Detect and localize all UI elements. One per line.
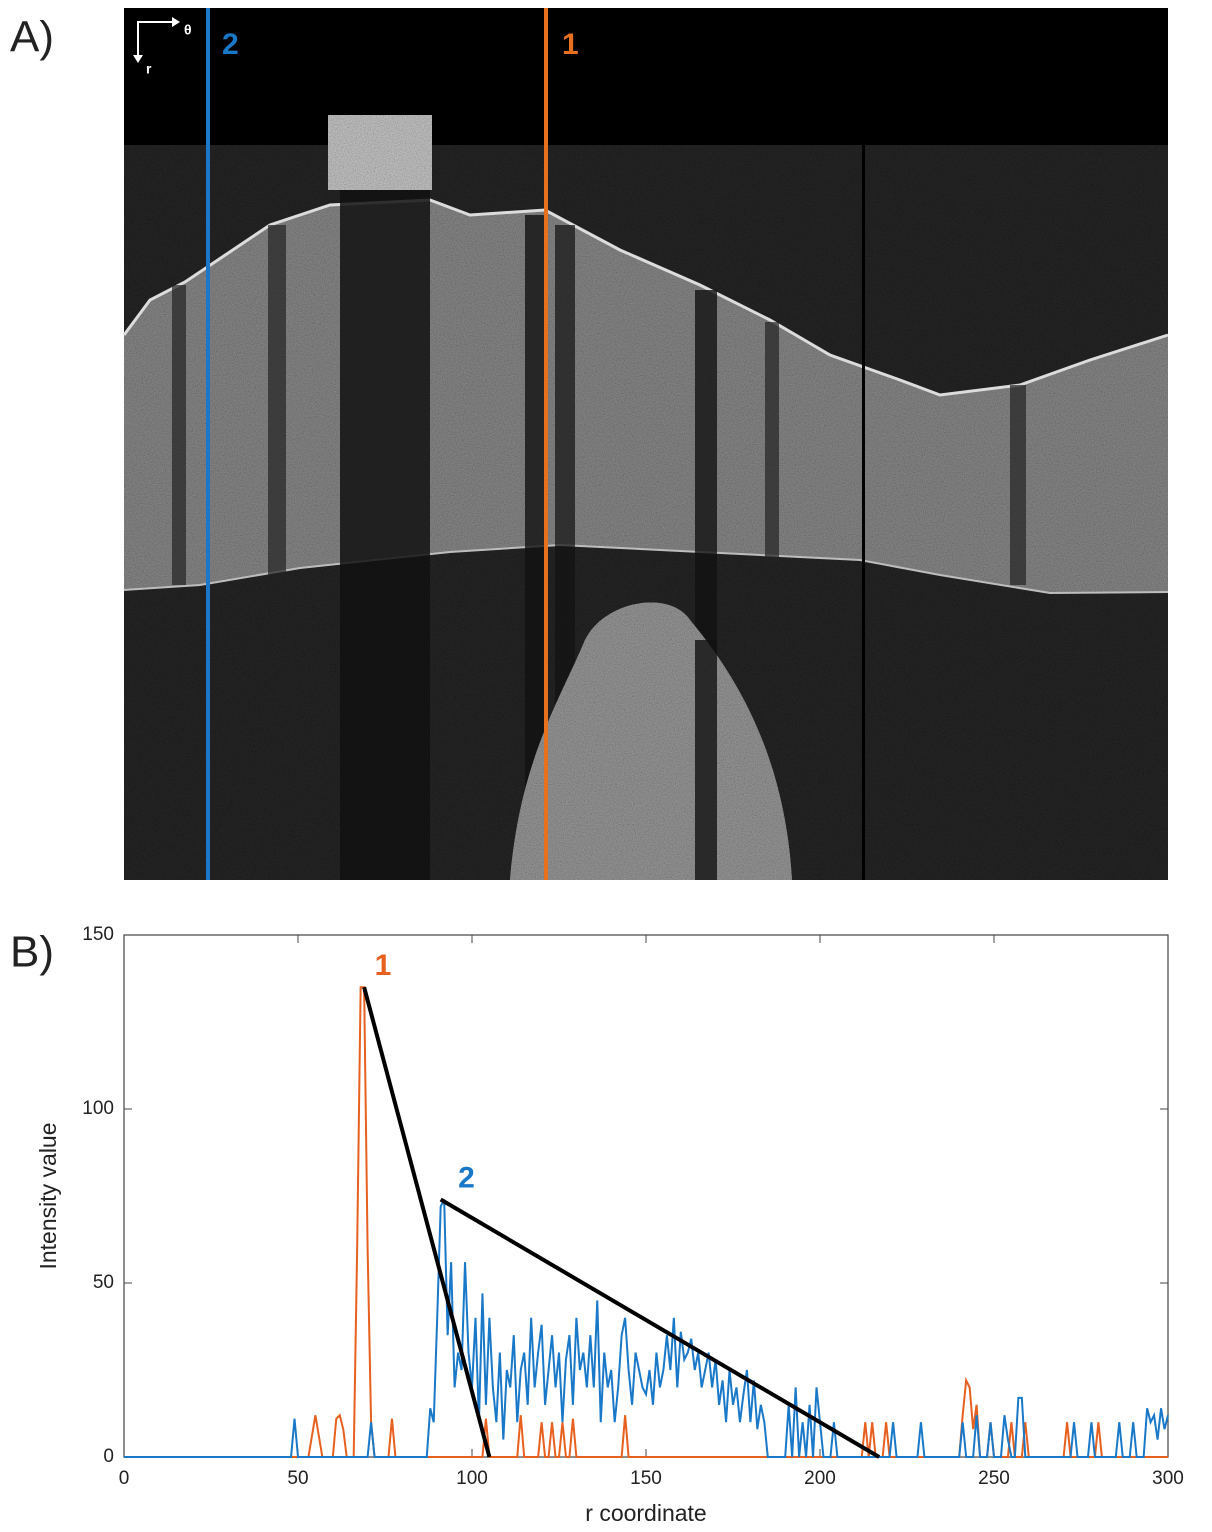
oct-image (122, 8, 1169, 880)
series-label: 1 (375, 949, 392, 982)
x-tick-label: 250 (978, 1468, 1010, 1489)
x-tick-label: 100 (456, 1468, 488, 1489)
axis-r: r (146, 61, 152, 77)
x-tick-label: 50 (287, 1468, 308, 1489)
series-label: 2 (458, 1161, 475, 1194)
y-axis-label: Intensity value (35, 1122, 61, 1269)
x-axis-label: r coordinate (585, 1500, 706, 1526)
trend-line (439, 1197, 881, 1459)
y-tick-label: 50 (93, 1272, 114, 1293)
y-tick-label: 0 (103, 1446, 114, 1467)
profile-label: 1 (562, 28, 579, 61)
axis-theta: θ (184, 22, 192, 38)
x-tick-label: 200 (804, 1468, 836, 1489)
trend-line (362, 986, 492, 1458)
y-tick-label: 100 (82, 1098, 114, 1119)
profile-label: 2 (222, 28, 239, 61)
panel-label: A) (10, 13, 54, 62)
x-tick-label: 300 (1152, 1468, 1184, 1489)
series-line (124, 1199, 1169, 1458)
series-line (124, 986, 1168, 1458)
x-tick-label: 150 (630, 1468, 662, 1489)
plot-frame (123, 934, 1169, 1458)
panel-label: B) (10, 928, 54, 977)
x-tick-label: 0 (119, 1468, 130, 1489)
y-tick-label: 150 (82, 924, 114, 945)
